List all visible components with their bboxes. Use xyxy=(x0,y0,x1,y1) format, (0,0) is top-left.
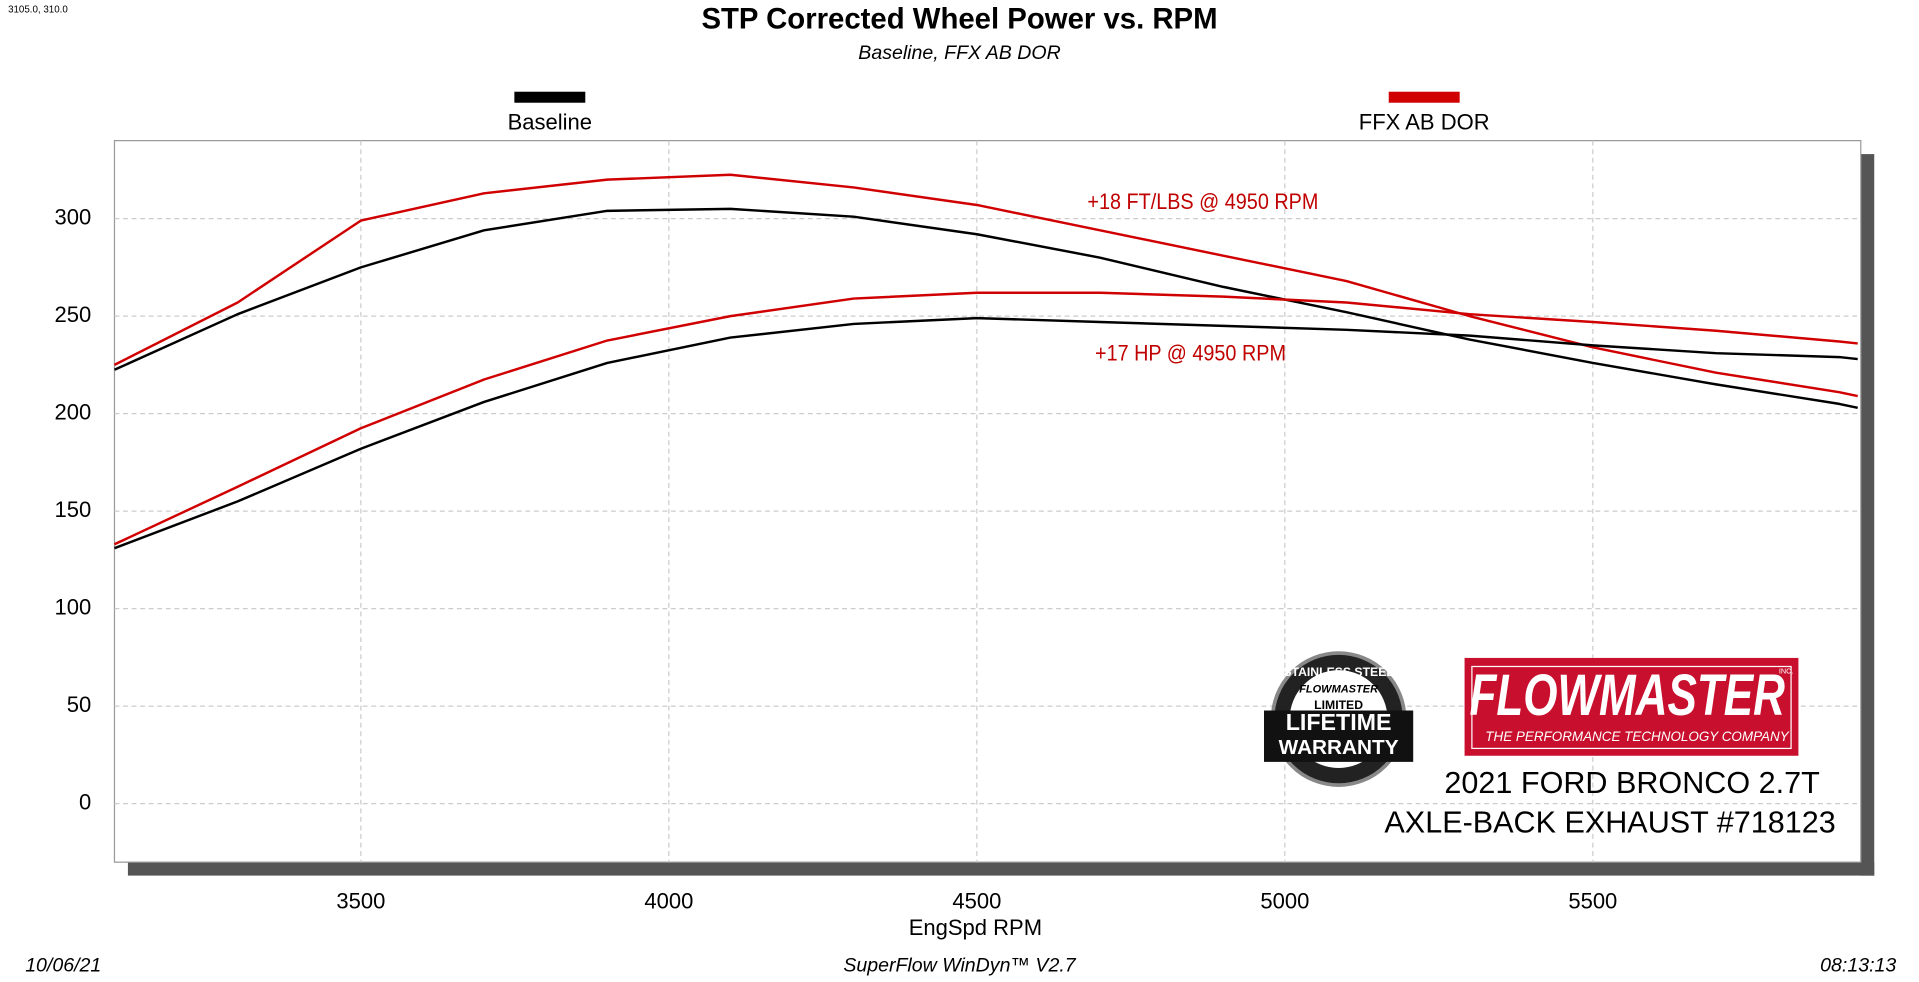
badge-limited: LIMITED xyxy=(1314,698,1363,712)
x-tick-label: 4000 xyxy=(644,888,693,913)
annotation: +17 HP @ 4950 RPM xyxy=(1095,342,1286,366)
line-series xyxy=(113,207,1858,409)
badge-brand: FLOWMASTER xyxy=(1299,684,1378,696)
footer-date: 10/06/21 xyxy=(25,954,101,976)
warranty-badge: STAINLESS STEEL FLOWMASTER LIMITED LIFET… xyxy=(1264,651,1414,787)
y-tick-label: 0 xyxy=(79,789,91,814)
legend-swatch xyxy=(514,91,586,103)
vehicle: 2021 FORD BRONCO 2.7T xyxy=(1444,766,1819,800)
line-series xyxy=(113,173,1858,398)
legend-label: FFX AB DOR xyxy=(1359,109,1490,134)
annotation: +18 FT/LBS @ 4950 RPM xyxy=(1087,190,1318,214)
y-tick-label: 250 xyxy=(55,302,92,327)
chart-subtitle: Baseline, FFX AB DOR xyxy=(858,42,1060,64)
line-series xyxy=(114,316,1858,550)
chart-title: STP Corrected Wheel Power vs. RPM xyxy=(701,3,1217,36)
flowmaster-logo: FLOWMASTER INC. THE PERFORMANCE TECHNOLO… xyxy=(1464,657,1799,756)
footer-time: 08:13:13 xyxy=(1820,954,1896,976)
logo-inc: INC. xyxy=(1779,666,1794,675)
product: AXLE-BACK EXHAUST #718123 xyxy=(1384,805,1835,839)
x-tick-label: 4500 xyxy=(952,888,1001,913)
legend-label: Baseline xyxy=(508,109,592,134)
y-tick-label: 150 xyxy=(55,497,92,522)
legend-swatch xyxy=(1388,91,1460,103)
line-series xyxy=(113,291,1858,546)
footer-software: SuperFlow WinDyn™ V2.7 xyxy=(843,954,1076,976)
y-tick-label: 100 xyxy=(55,594,92,619)
logo-tagline: THE PERFORMANCE TECHNOLOGY COMPANY xyxy=(1485,729,1789,744)
shadow xyxy=(1860,154,1875,876)
y-tick-label: 50 xyxy=(67,692,91,717)
y-tick-label: 200 xyxy=(55,399,92,424)
badge-line1: LIFETIME xyxy=(1286,709,1392,735)
x-tick-label: 3500 xyxy=(336,888,385,913)
logo-brand: FLOWMASTER xyxy=(1470,662,1786,728)
x-tick-label: 5500 xyxy=(1568,888,1617,913)
badge-line2: WARRANTY xyxy=(1279,736,1399,759)
y-tick-label: 300 xyxy=(55,204,92,229)
shadow xyxy=(127,862,1875,876)
x-axis-label: EngSpd RPM xyxy=(909,915,1042,940)
badge-ring: STAINLESS STEEL xyxy=(1283,665,1394,679)
x-tick-label: 5000 xyxy=(1260,888,1309,913)
corner-label: 3105.0, 310.0 xyxy=(8,4,68,15)
